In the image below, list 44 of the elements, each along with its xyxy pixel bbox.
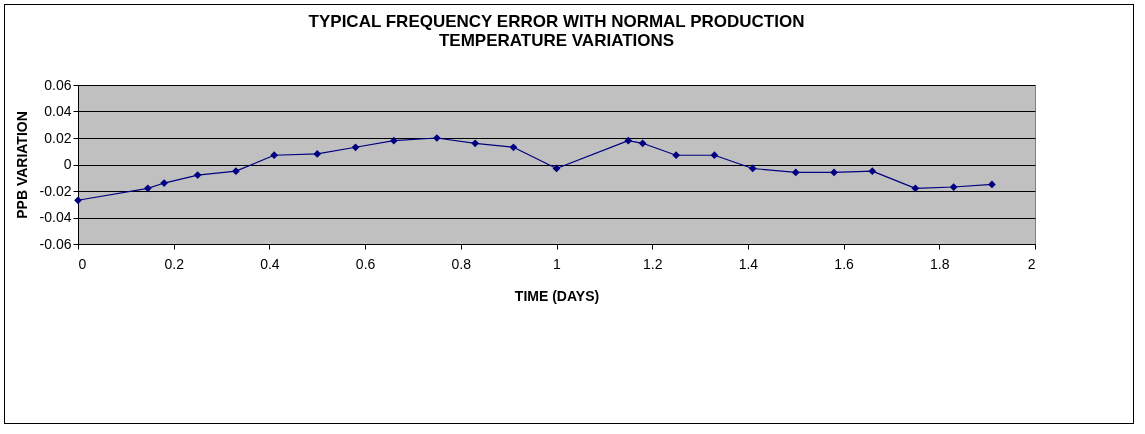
point — [748, 164, 757, 173]
x-tick-label: 1 — [553, 255, 562, 272]
y-tick-label: -0.06 — [39, 235, 72, 252]
point — [160, 179, 168, 187]
point — [232, 167, 240, 175]
y-tick-label: -0.02 — [39, 182, 72, 199]
point — [710, 151, 719, 160]
point — [672, 151, 680, 160]
point — [143, 184, 152, 193]
point — [351, 143, 360, 152]
point — [911, 184, 920, 193]
x-tick-label: 2 — [1027, 255, 1036, 272]
point — [313, 150, 322, 158]
point — [389, 136, 398, 145]
x-tick-label: 0.6 — [355, 255, 376, 272]
text: TYPICAL FREQUENCY ERROR WITH NORMAL PRODUCTION — [308, 12, 805, 31]
x-tick-label: 1.8 — [930, 255, 950, 272]
point — [471, 139, 480, 148]
y-tick-label: 0.06 — [44, 76, 72, 93]
point — [638, 139, 647, 148]
point — [988, 180, 996, 189]
x-tick-label: 1.2 — [642, 255, 663, 272]
point — [74, 196, 82, 205]
y-tick-label: 0.02 — [44, 129, 72, 146]
point — [270, 151, 279, 160]
point — [193, 171, 202, 179]
x-axis-title: TIME (DAYS) — [514, 287, 600, 304]
point — [509, 143, 518, 152]
x-tick-label: 0.8 — [451, 255, 472, 272]
x-tick-label: 1.4 — [738, 255, 759, 272]
point — [949, 183, 958, 191]
x-tick-label: 1.6 — [834, 255, 855, 272]
point — [868, 167, 877, 175]
text: TEMPERATURE VARIATIONS — [438, 31, 675, 50]
y-axis-title: PPB VARIATION — [13, 111, 30, 219]
x-tick-label: 0 — [78, 255, 87, 272]
point — [624, 136, 633, 145]
y-tick-label: 0 — [63, 156, 72, 172]
point — [791, 168, 800, 177]
x-tick-label: 0.2 — [164, 255, 185, 272]
y-tick-label: -0.04 — [39, 209, 72, 225]
x-tick-label: 0.4 — [260, 255, 280, 272]
point — [830, 168, 838, 177]
y-tick-label: 0.04 — [44, 103, 72, 119]
